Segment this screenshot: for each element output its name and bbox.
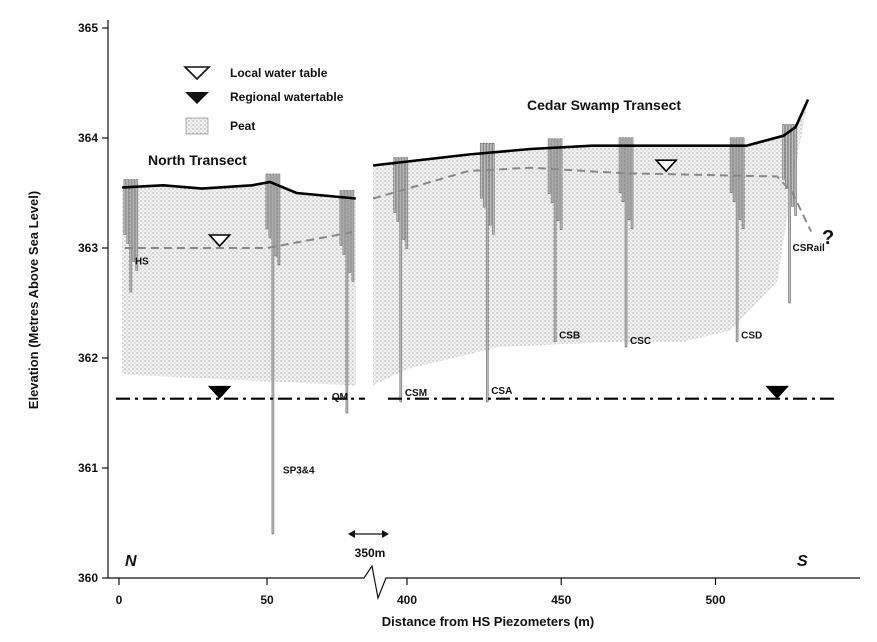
legend-local-water-table-label: Local water table (230, 66, 328, 80)
piezometer-nest (405, 157, 409, 249)
break-arrow-right-icon (382, 530, 389, 538)
piezometer-label: QM (332, 392, 348, 403)
y-tick-label: 364 (78, 131, 98, 145)
piezometer-nest (271, 173, 275, 535)
y-tick-label: 362 (78, 351, 98, 365)
piezometer-label: CSD (741, 331, 762, 342)
peat-layer (122, 99, 808, 386)
north-local-water-table-line (124, 230, 356, 249)
piezometer-nest (559, 138, 563, 231)
local-water-table-icon (654, 159, 678, 173)
piezometer-nest (785, 124, 788, 189)
unknown-marker: ? (822, 227, 834, 249)
axis-break-scale: 350m (348, 530, 389, 560)
piezometer-nest (738, 137, 742, 220)
piezometer-nest (547, 138, 551, 195)
x-axis-ticks: 0 50 400 450 500 (116, 578, 726, 607)
piezometer-nest (396, 157, 400, 222)
cedar-swamp-transect-title: Cedar Swamp Transect (527, 97, 681, 113)
piezometer-nest (132, 179, 136, 262)
piezometer-nest (729, 137, 733, 193)
north-peat-area (122, 182, 356, 386)
piezometer-nest (135, 179, 139, 271)
piezometer-nest (485, 142, 489, 403)
local-water-table-icon (207, 234, 232, 248)
piezometer-nest (550, 138, 554, 204)
y-axis-title: Elevation (Metres Above Sea Level) (26, 191, 41, 409)
piezometer-nest (624, 137, 628, 348)
y-tick-label: 360 (78, 571, 98, 585)
piezometer-nest (630, 137, 634, 229)
x-axis-line (108, 564, 860, 601)
north-direction-label: N (125, 553, 137, 570)
piezometer-nest (129, 179, 133, 293)
cedar-ground-surface-line (372, 98, 810, 167)
piezometer-label: HS (135, 257, 149, 268)
piezometer-nest (342, 190, 346, 255)
north-ground-surface-line (121, 180, 356, 200)
x-tick-label: 450 (551, 593, 571, 607)
piezometer-layer (123, 124, 797, 535)
piezometer-nest (553, 138, 557, 342)
piezometer-nest (488, 142, 492, 226)
piezometer-nest (351, 190, 355, 282)
y-tick-label: 361 (78, 461, 98, 475)
piezometer-nest (782, 124, 785, 180)
line-layer (116, 98, 835, 400)
piezometer-nest (393, 157, 397, 213)
break-scale-label: 350m (355, 546, 386, 560)
piezometer-nest (402, 157, 406, 240)
piezometer-label: CSRail (793, 243, 825, 254)
piezometer-nest (735, 137, 739, 342)
cedar-local-water-table-line (372, 166, 813, 232)
piezometer-nest (268, 173, 272, 239)
piezometer-nest (126, 179, 130, 244)
peat-legend-swatch (185, 117, 209, 135)
piezometer-nest (732, 137, 736, 202)
local-water-table-legend-icon (183, 66, 211, 81)
legend-regional-water-table-label: Regional watertable (230, 90, 344, 104)
y-tick-label: 365 (78, 21, 98, 35)
piezometer-nest (277, 173, 281, 266)
y-axis-ticks: 360 361 362 363 364 365 (78, 21, 108, 585)
piezometer-nest (618, 137, 622, 193)
break-arrow-left-icon (348, 530, 355, 538)
piezometer-nest (627, 137, 631, 220)
piezometer-nest (339, 190, 343, 246)
piezometer-nest (265, 173, 269, 230)
piezometer-nest (621, 137, 625, 202)
piezometer-nest (741, 137, 745, 229)
south-direction-label: S (797, 553, 808, 570)
regional-water-table-icon (207, 385, 232, 399)
piezometer-nest (794, 124, 797, 216)
piezometer-nest (482, 142, 486, 208)
x-tick-label: 50 (260, 593, 274, 607)
piezometer-nest (791, 124, 794, 207)
piezometer-nest (274, 173, 278, 257)
piezometer-label: CSC (630, 336, 651, 347)
piezometer-nest (556, 138, 560, 222)
y-tick-label: 363 (78, 241, 98, 255)
piezometer-label: CSM (405, 388, 427, 399)
regional-water-table-icon (765, 385, 790, 399)
piezometer-nest (491, 142, 495, 235)
x-tick-label: 400 (397, 593, 417, 607)
x-tick-label: 0 (116, 593, 123, 607)
x-tick-label: 500 (705, 593, 725, 607)
piezometer-nest (399, 157, 403, 403)
piezometer-label: CSA (491, 386, 512, 397)
north-transect-title: North Transect (148, 152, 247, 168)
label-layer: HS SP3&4 QM CSM CSA CSB CSC CSD CSRail (135, 243, 825, 477)
piezometer-label: CSB (559, 331, 580, 342)
piezometer-nest (123, 179, 127, 235)
legend: Local water table Regional watertable Pe… (183, 66, 344, 135)
piezometer-nest (345, 190, 349, 414)
x-axis-title: Distance from HS Piezometers (m) (382, 614, 594, 629)
piezometer-label: SP3&4 (283, 466, 315, 477)
legend-peat-label: Peat (230, 119, 255, 133)
piezometer-nest (788, 124, 791, 304)
regional-water-table-legend-icon (185, 92, 209, 104)
